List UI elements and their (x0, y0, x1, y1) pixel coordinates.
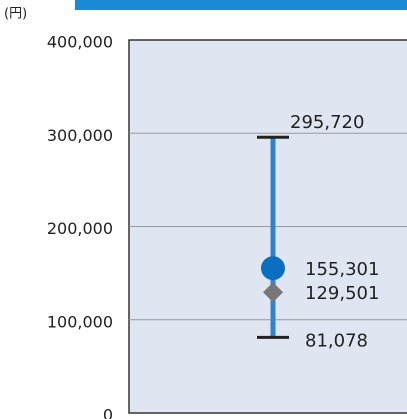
mean-marker (261, 256, 285, 281)
y-tick-label: 0 (103, 406, 113, 419)
median-marker (263, 282, 283, 303)
value-label: 129,501 (305, 283, 379, 304)
value-label: 155,301 (305, 259, 379, 280)
header-band (75, 0, 407, 10)
y-tick-label: 200,000 (47, 219, 113, 238)
y-tick-label: 400,000 (47, 33, 113, 52)
value-label: 295,720 (290, 112, 364, 133)
unit-label: (円) (4, 7, 27, 22)
y-tick-label: 100,000 (47, 312, 113, 331)
value-label: 81,078 (305, 330, 368, 351)
y-tick-label: 300,000 (47, 126, 113, 145)
